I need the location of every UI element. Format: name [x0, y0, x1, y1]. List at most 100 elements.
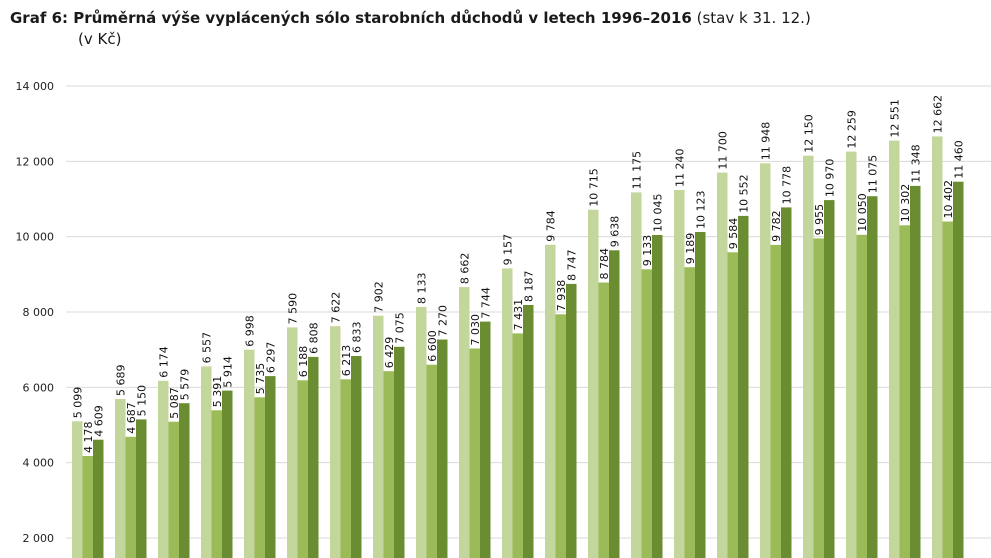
bar-2004-series-3 [437, 339, 448, 558]
bar-2011-series-2 [727, 252, 738, 558]
bar-2005-series-1 [459, 287, 470, 558]
data-label-2003-series-2: 6 429 [383, 337, 396, 369]
bar-2008-series-2 [598, 282, 609, 558]
bar-1997-series-1 [115, 399, 126, 558]
data-label-2011-series-1: 11 700 [716, 131, 729, 170]
bar-1996-series-1 [72, 421, 83, 558]
data-label-2015-series-2: 10 302 [899, 184, 912, 223]
bar-1998-series-3 [179, 403, 190, 558]
data-label-1997-series-1: 5 689 [114, 365, 127, 397]
data-label-2001-series-2: 6 188 [297, 346, 310, 378]
bar-1997-series-3 [136, 419, 147, 558]
data-label-2001-series-3: 6 808 [307, 322, 320, 354]
bar-2010-series-1 [674, 190, 685, 558]
data-label-1999-series-3: 5 914 [221, 356, 234, 388]
bar-1999-series-3 [222, 390, 233, 558]
bar-2001-series-2 [297, 380, 308, 558]
bar-2015-series-3 [910, 185, 921, 558]
bar-2006-series-2 [512, 333, 523, 558]
bar-1996-series-2 [82, 456, 93, 558]
bar-2013-series-1 [803, 155, 814, 558]
data-label-2011-series-3: 10 552 [737, 174, 750, 213]
data-label-2013-series-3: 10 970 [823, 159, 836, 198]
data-label-2006-series-3: 8 187 [522, 271, 535, 303]
data-label-2013-series-2: 9 955 [813, 204, 826, 236]
data-label-2012-series-1: 11 948 [759, 122, 772, 161]
bar-2002-series-3 [351, 356, 362, 558]
data-label-2009-series-2: 9 133 [641, 235, 654, 267]
data-label-2004-series-3: 7 270 [436, 305, 449, 337]
bar-2016-series-3 [953, 181, 964, 558]
bar-2000-series-3 [265, 376, 276, 558]
data-label-2014-series-1: 12 259 [845, 110, 858, 149]
chart-title-note: (stav k 31. 12.) [696, 9, 811, 27]
bar-2012-series-3 [781, 207, 792, 558]
bar-2007-series-2 [555, 314, 566, 558]
data-label-2006-series-2: 7 431 [512, 299, 525, 331]
y-tick-label: 14 000 [16, 80, 55, 93]
bar-2003-series-2 [383, 371, 394, 558]
bar-2009-series-2 [641, 269, 652, 558]
bar-2010-series-2 [684, 267, 695, 558]
bar-2012-series-2 [770, 244, 781, 558]
data-label-2000-series-2: 5 735 [254, 363, 267, 395]
data-label-1999-series-2: 5 391 [211, 376, 224, 408]
bar-2001-series-3 [308, 356, 319, 558]
bar-2001-series-1 [287, 327, 298, 558]
bar-2002-series-1 [330, 326, 341, 558]
data-label-2007-series-1: 9 784 [544, 210, 557, 242]
bar-1997-series-2 [125, 436, 136, 558]
data-label-2004-series-1: 8 133 [415, 273, 428, 305]
y-tick-label: 2 000 [23, 532, 55, 545]
bar-2004-series-2 [426, 364, 437, 558]
data-label-2016-series-2: 10 402 [942, 180, 955, 219]
y-tick-label: 10 000 [16, 231, 55, 244]
bar-2004-series-1 [416, 307, 427, 558]
bar-2000-series-1 [244, 349, 255, 558]
data-label-2014-series-3: 11 075 [866, 155, 879, 194]
bar-2007-series-1 [545, 244, 556, 558]
bar-1998-series-1 [158, 380, 169, 558]
data-label-2002-series-1: 7 622 [329, 292, 342, 324]
bar-2009-series-3 [652, 235, 663, 558]
chart-title: Graf 6: Průměrná výše vyplácených sólo s… [10, 8, 811, 28]
bar-2000-series-2 [254, 397, 265, 558]
data-label-2012-series-3: 10 778 [780, 166, 793, 205]
bar-2005-series-3 [480, 321, 491, 558]
bar-2011-series-1 [717, 172, 728, 558]
bar-2015-series-1 [889, 140, 900, 558]
chart-unit-label: (v Kč) [78, 30, 122, 48]
data-label-2003-series-1: 7 902 [372, 281, 385, 313]
data-label-1997-series-3: 5 150 [135, 385, 148, 417]
bar-1999-series-1 [201, 366, 212, 558]
bar-2013-series-3 [824, 200, 835, 558]
data-label-2005-series-3: 7 744 [479, 287, 492, 319]
data-label-1999-series-1: 6 557 [200, 332, 213, 364]
data-label-1996-series-2: 4 178 [82, 422, 95, 454]
chart-title-main: Graf 6: Průměrná výše vyplácených sólo s… [10, 9, 692, 27]
bar-2016-series-1 [932, 136, 943, 558]
bar-1999-series-2 [211, 410, 222, 558]
bar-2015-series-2 [899, 225, 910, 558]
data-label-2014-series-2: 10 050 [856, 193, 869, 232]
data-label-1998-series-2: 5 087 [168, 387, 181, 419]
bar-2013-series-2 [813, 238, 824, 558]
data-label-2008-series-2: 8 784 [598, 248, 611, 280]
bar-2003-series-3 [394, 346, 405, 558]
data-label-2010-series-3: 10 123 [694, 191, 707, 230]
bar-2016-series-2 [942, 221, 953, 558]
data-label-2008-series-3: 9 638 [608, 216, 621, 248]
data-label-2004-series-2: 6 600 [426, 330, 439, 362]
bar-2002-series-2 [340, 379, 351, 558]
data-label-2009-series-3: 10 045 [651, 194, 664, 233]
data-label-2012-series-2: 9 782 [770, 210, 783, 242]
data-label-2009-series-1: 11 175 [630, 151, 643, 190]
bar-1998-series-2 [168, 421, 179, 558]
bar-2008-series-3 [609, 250, 620, 558]
data-label-1998-series-3: 5 579 [178, 369, 191, 401]
bar-1996-series-3 [93, 439, 104, 558]
data-label-2007-series-3: 8 747 [565, 249, 578, 281]
data-label-2002-series-3: 6 833 [350, 322, 363, 354]
data-label-2005-series-1: 8 662 [458, 253, 471, 285]
